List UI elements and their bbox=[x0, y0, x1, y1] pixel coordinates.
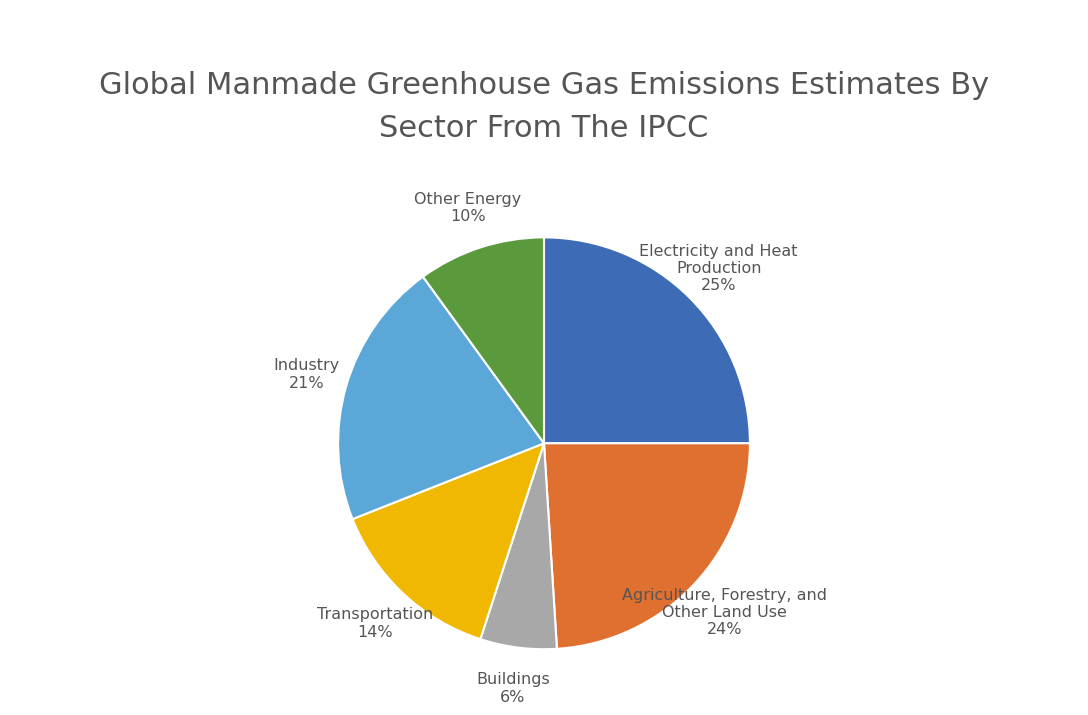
Wedge shape bbox=[544, 237, 750, 443]
Text: Global Manmade Greenhouse Gas Emissions Estimates By
Sector From The IPCC: Global Manmade Greenhouse Gas Emissions … bbox=[99, 72, 989, 143]
Wedge shape bbox=[423, 237, 544, 443]
Wedge shape bbox=[544, 443, 750, 649]
Text: Electricity and Heat
Production
25%: Electricity and Heat Production 25% bbox=[640, 244, 798, 293]
Wedge shape bbox=[353, 443, 544, 639]
Text: Buildings
6%: Buildings 6% bbox=[477, 672, 549, 705]
Text: Agriculture, Forestry, and
Other Land Use
24%: Agriculture, Forestry, and Other Land Us… bbox=[621, 588, 827, 637]
Text: Industry
21%: Industry 21% bbox=[273, 358, 339, 390]
Text: Other Energy
10%: Other Energy 10% bbox=[415, 192, 521, 225]
Wedge shape bbox=[481, 443, 557, 649]
Wedge shape bbox=[338, 277, 544, 519]
Text: Transportation
14%: Transportation 14% bbox=[317, 607, 433, 640]
